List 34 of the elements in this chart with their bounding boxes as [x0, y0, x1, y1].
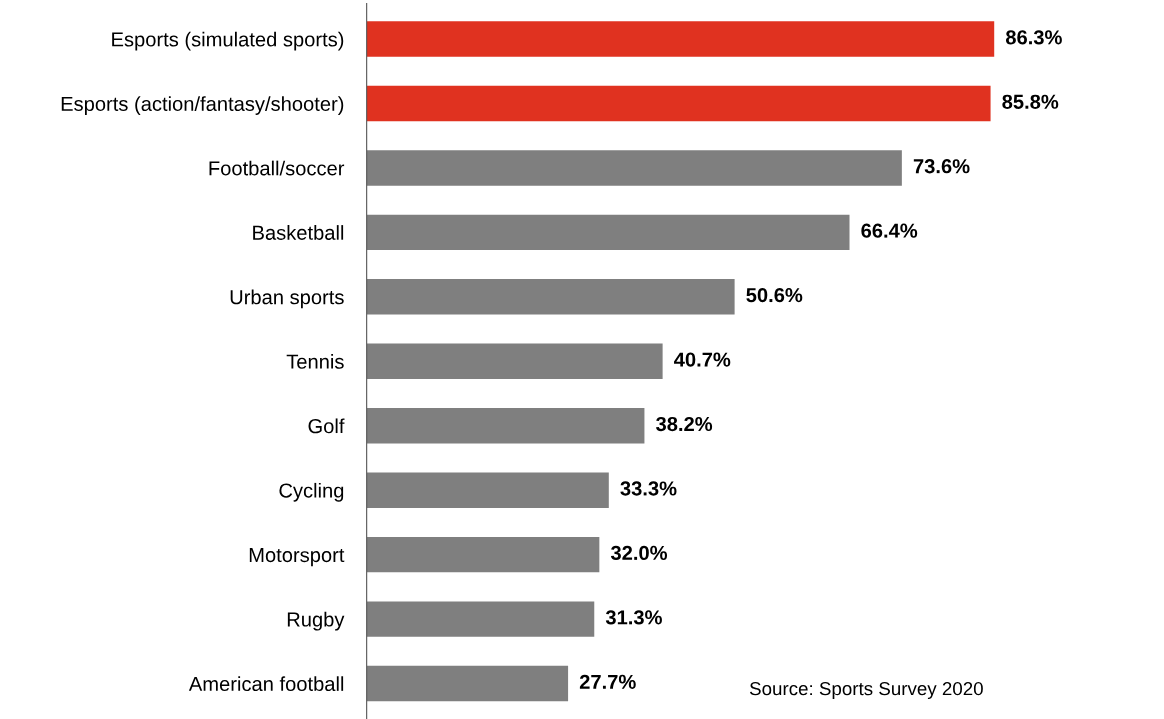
data-label: 38.2%: [656, 416, 713, 432]
data-label: 66.4%: [861, 223, 918, 238]
y-tick-label: Rugby: [287, 611, 345, 631]
bar: [366, 601, 595, 637]
bar: [366, 343, 663, 380]
y-tick-label: Esports (simulated sports): [112, 31, 344, 51]
data-label: 85.8%: [1002, 94, 1059, 109]
y-tick-label: American football: [188, 676, 344, 692]
y-tick-label: Motorsport: [249, 548, 345, 567]
bar: [366, 214, 850, 251]
data-label: 33.3%: [620, 481, 677, 496]
bar: [366, 279, 735, 315]
bar: [366, 408, 645, 444]
y-tick-label: Golf: [308, 418, 345, 434]
y-tick-label: Urban sports: [230, 289, 344, 309]
bar: [366, 21, 995, 57]
y-tick-label: Tennis: [286, 354, 344, 369]
y-tick-label: Esports (action/fantasy/shooter): [61, 96, 344, 115]
annotation: Source: Sports Survey 2020: [749, 682, 983, 699]
data-label: 86.3%: [1005, 30, 1062, 45]
bar: [366, 150, 902, 186]
y-tick-label: Football/soccer: [209, 160, 345, 176]
bar: [366, 536, 600, 573]
bar: [366, 665, 569, 702]
data-label: 73.6%: [913, 159, 970, 174]
bar: [366, 472, 609, 508]
data-label: 27.7%: [579, 674, 636, 689]
data-label: 32.0%: [610, 545, 668, 561]
bar: [366, 85, 991, 122]
data-label: 40.7%: [674, 352, 731, 367]
y-tick-label: Cycling: [279, 482, 344, 502]
y-tick-label: Basketball: [253, 225, 344, 240]
data-label: 50.6%: [746, 287, 803, 303]
data-label: 31.3%: [605, 610, 662, 625]
